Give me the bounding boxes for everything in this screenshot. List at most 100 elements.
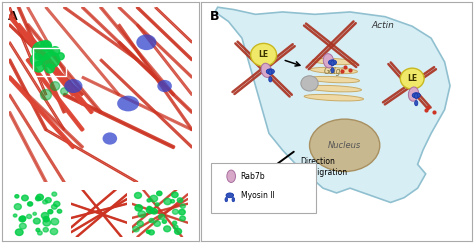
Circle shape [32,41,52,61]
Text: LE: LE [407,74,417,83]
Circle shape [41,212,49,219]
Ellipse shape [304,95,364,101]
Ellipse shape [308,76,359,83]
Circle shape [251,43,276,66]
Ellipse shape [412,93,420,98]
Circle shape [33,61,44,72]
Polygon shape [215,7,450,202]
Text: Nucleus: Nucleus [328,141,361,150]
Ellipse shape [102,132,117,145]
Text: LE: LE [258,50,269,59]
Circle shape [50,228,58,235]
Circle shape [27,214,32,218]
Ellipse shape [269,77,272,82]
Ellipse shape [266,69,274,74]
Text: A: A [8,9,18,23]
Circle shape [179,209,185,215]
Ellipse shape [157,80,172,92]
Ellipse shape [226,193,234,198]
Circle shape [137,221,144,226]
Ellipse shape [227,170,236,182]
Circle shape [147,199,151,202]
Circle shape [27,202,32,206]
Circle shape [174,228,182,234]
Circle shape [173,225,178,229]
Circle shape [37,231,42,235]
Circle shape [40,89,52,100]
Text: Golgi: Golgi [324,67,344,76]
Circle shape [19,223,26,229]
Ellipse shape [137,35,156,50]
Circle shape [51,82,60,90]
Circle shape [43,217,49,222]
Ellipse shape [310,119,380,172]
Circle shape [51,47,60,55]
Circle shape [171,200,174,203]
Ellipse shape [331,61,334,66]
Circle shape [155,203,159,206]
Circle shape [151,209,157,214]
Circle shape [51,218,59,225]
Circle shape [22,195,28,201]
Circle shape [33,212,36,215]
Circle shape [154,221,161,226]
Text: B: B [210,9,219,23]
Ellipse shape [328,60,337,65]
Circle shape [57,53,64,60]
Circle shape [148,230,155,235]
Circle shape [157,191,162,196]
Circle shape [173,209,178,214]
Circle shape [45,64,54,73]
Circle shape [43,200,47,204]
Circle shape [180,216,185,221]
Circle shape [135,192,142,198]
Circle shape [28,202,33,206]
Circle shape [45,198,51,203]
Ellipse shape [261,63,272,77]
Ellipse shape [232,198,235,202]
Circle shape [40,41,52,51]
Circle shape [159,214,165,219]
Ellipse shape [64,79,82,93]
Circle shape [30,54,43,66]
Circle shape [135,205,143,211]
Text: Rab7b: Rab7b [241,172,265,181]
Circle shape [164,198,171,205]
Circle shape [173,221,177,225]
Circle shape [43,52,60,68]
Circle shape [43,227,48,232]
Circle shape [43,219,51,226]
Ellipse shape [415,101,418,106]
Circle shape [180,204,185,208]
FancyBboxPatch shape [211,163,316,213]
Circle shape [61,88,68,95]
Ellipse shape [323,54,334,68]
Circle shape [36,196,41,201]
Circle shape [52,192,57,196]
Circle shape [172,192,178,198]
Circle shape [133,226,139,232]
Circle shape [52,204,57,209]
Circle shape [149,218,154,223]
Text: Myosin II: Myosin II [241,191,274,200]
Circle shape [138,211,146,217]
Ellipse shape [331,68,334,73]
Circle shape [177,198,183,202]
Circle shape [57,209,62,213]
Ellipse shape [117,96,139,111]
Circle shape [13,214,17,217]
Circle shape [15,195,19,198]
Circle shape [33,218,40,224]
Ellipse shape [310,67,357,74]
Circle shape [164,226,171,232]
Ellipse shape [269,69,272,75]
Circle shape [36,228,40,232]
Circle shape [19,216,26,222]
Circle shape [162,220,166,223]
Ellipse shape [225,198,228,202]
Circle shape [150,195,157,202]
Circle shape [401,68,424,89]
Ellipse shape [409,87,419,101]
Circle shape [48,209,53,214]
Circle shape [20,216,26,221]
